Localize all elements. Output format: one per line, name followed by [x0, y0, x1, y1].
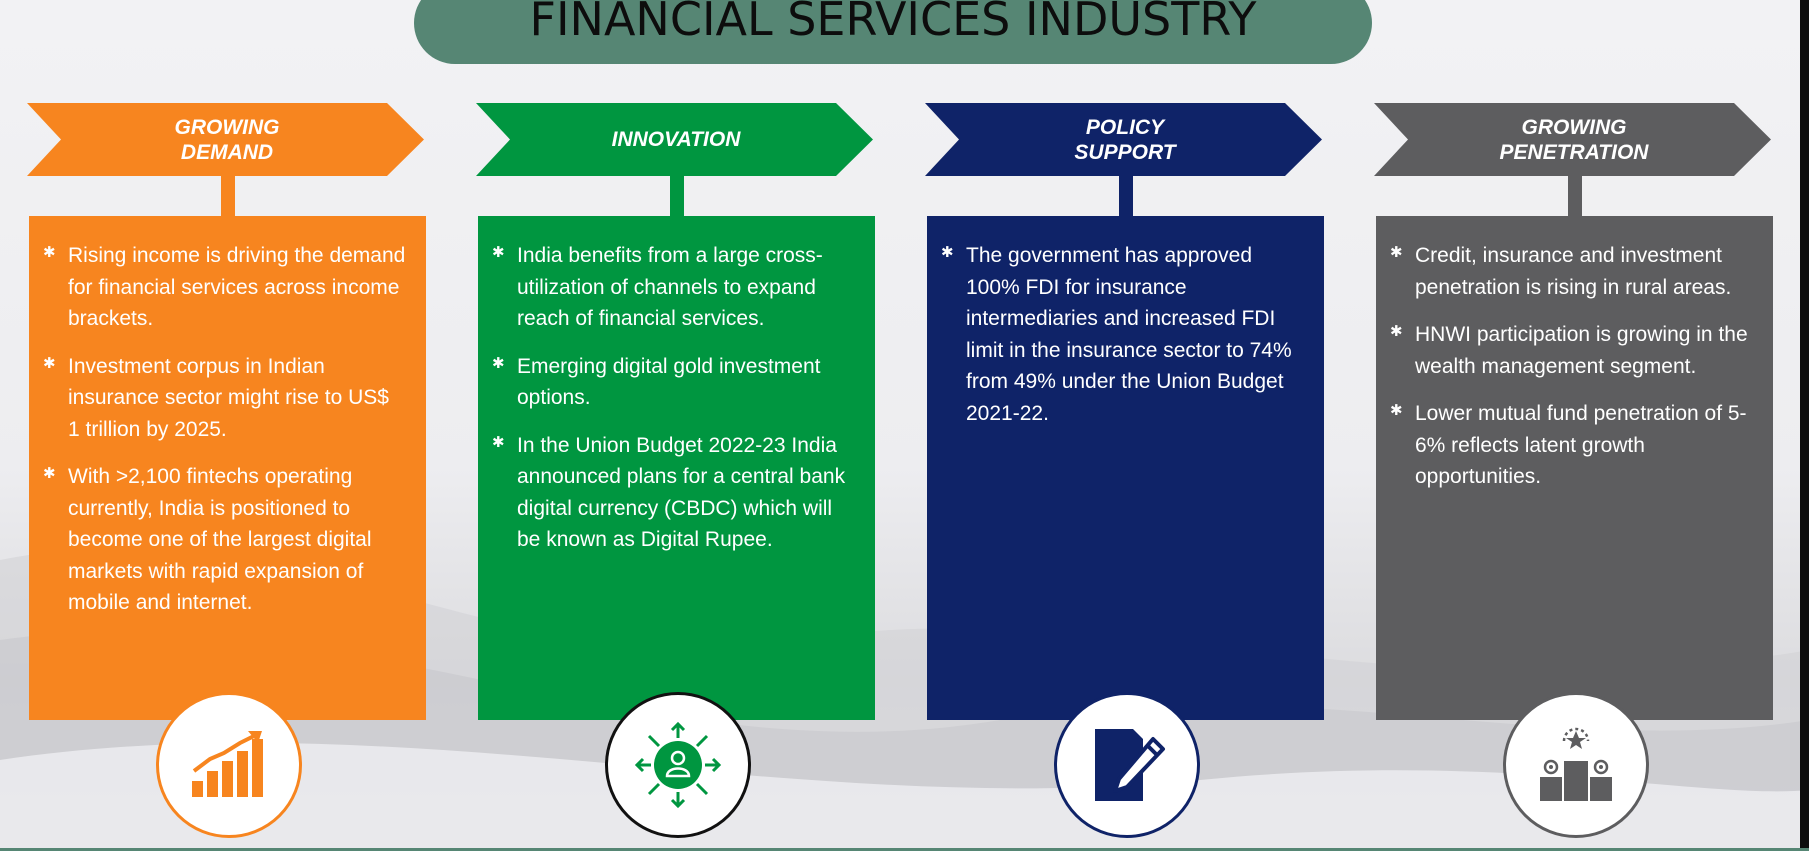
- card-innovation: ✱ India benefits from a large cross-utili…: [478, 216, 875, 720]
- list-item: ✱ Credit, insurance and investment penetr…: [1376, 240, 1753, 303]
- asterisk-bullet-icon: ✱: [492, 433, 505, 451]
- bar-chart-growth-icon: [192, 731, 263, 797]
- column-heading: GROWING PENETRATION: [1499, 115, 1649, 164]
- podium-award-icon: [1540, 727, 1612, 801]
- list-item: ✱ HNWI participation is growing in the we…: [1376, 319, 1753, 382]
- list-item: ✱ With >2,100 fintechs operating currentl…: [29, 461, 406, 619]
- card-policy-support: ✱ The government has approved 100% FDI fo…: [927, 216, 1324, 720]
- column-growing-demand: GROWING DEMAND ✱ Rising income is driving…: [27, 0, 427, 851]
- list-item: ✱ Rising income is driving the demand for…: [29, 240, 406, 335]
- icon-circle: [1503, 692, 1649, 838]
- title-bar: FINANCIAL SERVICES INDUSTRY: [414, 0, 1372, 64]
- asterisk-bullet-icon: ✱: [1390, 402, 1403, 419]
- list-item: ✱ In the Union Budget 2022-23 India annou…: [478, 430, 855, 556]
- banner-innovation: INNOVATION: [476, 103, 876, 176]
- asterisk-bullet-icon: ✱: [941, 244, 954, 261]
- arrow-banner-shape: [925, 103, 1322, 176]
- list-item: ✱ Emerging digital gold investment option…: [478, 351, 855, 414]
- connector-stem: [1119, 176, 1133, 216]
- asterisk-bullet-icon: ✱: [43, 354, 56, 372]
- column-heading: GROWING DEMAND: [174, 115, 280, 164]
- card-growing-demand: ✱ Rising income is driving the demand for…: [29, 216, 426, 720]
- list-item: ✱ The government has approved 100% FDI fo…: [927, 240, 1304, 429]
- window-edge: [1800, 0, 1809, 851]
- bottom-border: [0, 848, 1809, 851]
- column-heading: POLICY SUPPORT: [1074, 115, 1176, 164]
- arrow-banner-shape: [1374, 103, 1771, 176]
- person-network-icon: [634, 721, 722, 809]
- banner-growing-penetration: GROWING PENETRATION: [1374, 103, 1774, 176]
- list-item: ✱ India benefits from a large cross-utili…: [478, 240, 855, 335]
- column-innovation: INNOVATION ✱ India benefits from a large …: [476, 0, 876, 851]
- document-pen-icon: [1095, 729, 1165, 801]
- list-item: ✱ Investment corpus in Indian insurance s…: [29, 351, 406, 446]
- banner-growing-demand: GROWING DEMAND: [27, 103, 427, 176]
- column-growing-penetration: GROWING PENETRATION ✱ Credit, insurance a…: [1374, 0, 1774, 851]
- connector-stem: [1568, 176, 1582, 216]
- icon-circle: [156, 692, 302, 838]
- connector-stem: [670, 176, 684, 216]
- column-policy-support: POLICY SUPPORT ✱ The government has appro…: [925, 0, 1325, 851]
- asterisk-bullet-icon: ✱: [43, 465, 56, 482]
- banner-policy-support: POLICY SUPPORT: [925, 103, 1325, 176]
- connector-stem: [221, 176, 235, 216]
- asterisk-bullet-icon: ✱: [43, 244, 56, 261]
- arrow-banner-shape: [27, 103, 424, 176]
- page-title: FINANCIAL SERVICES INDUSTRY: [529, 0, 1257, 46]
- asterisk-bullet-icon: ✱: [492, 244, 505, 261]
- arrow-banner-shape: [476, 103, 873, 176]
- icon-circle: [1054, 692, 1200, 838]
- card-growing-penetration: ✱ Credit, insurance and investment penetr…: [1376, 216, 1773, 720]
- asterisk-bullet-icon: ✱: [1390, 244, 1403, 261]
- column-heading: INNOVATION: [611, 128, 741, 151]
- asterisk-bullet-icon: ✱: [1390, 323, 1403, 340]
- asterisk-bullet-icon: ✱: [492, 354, 505, 372]
- list-item: ✱ Lower mutual fund penetration of 5-6% r…: [1376, 398, 1753, 493]
- icon-circle: [605, 692, 751, 838]
